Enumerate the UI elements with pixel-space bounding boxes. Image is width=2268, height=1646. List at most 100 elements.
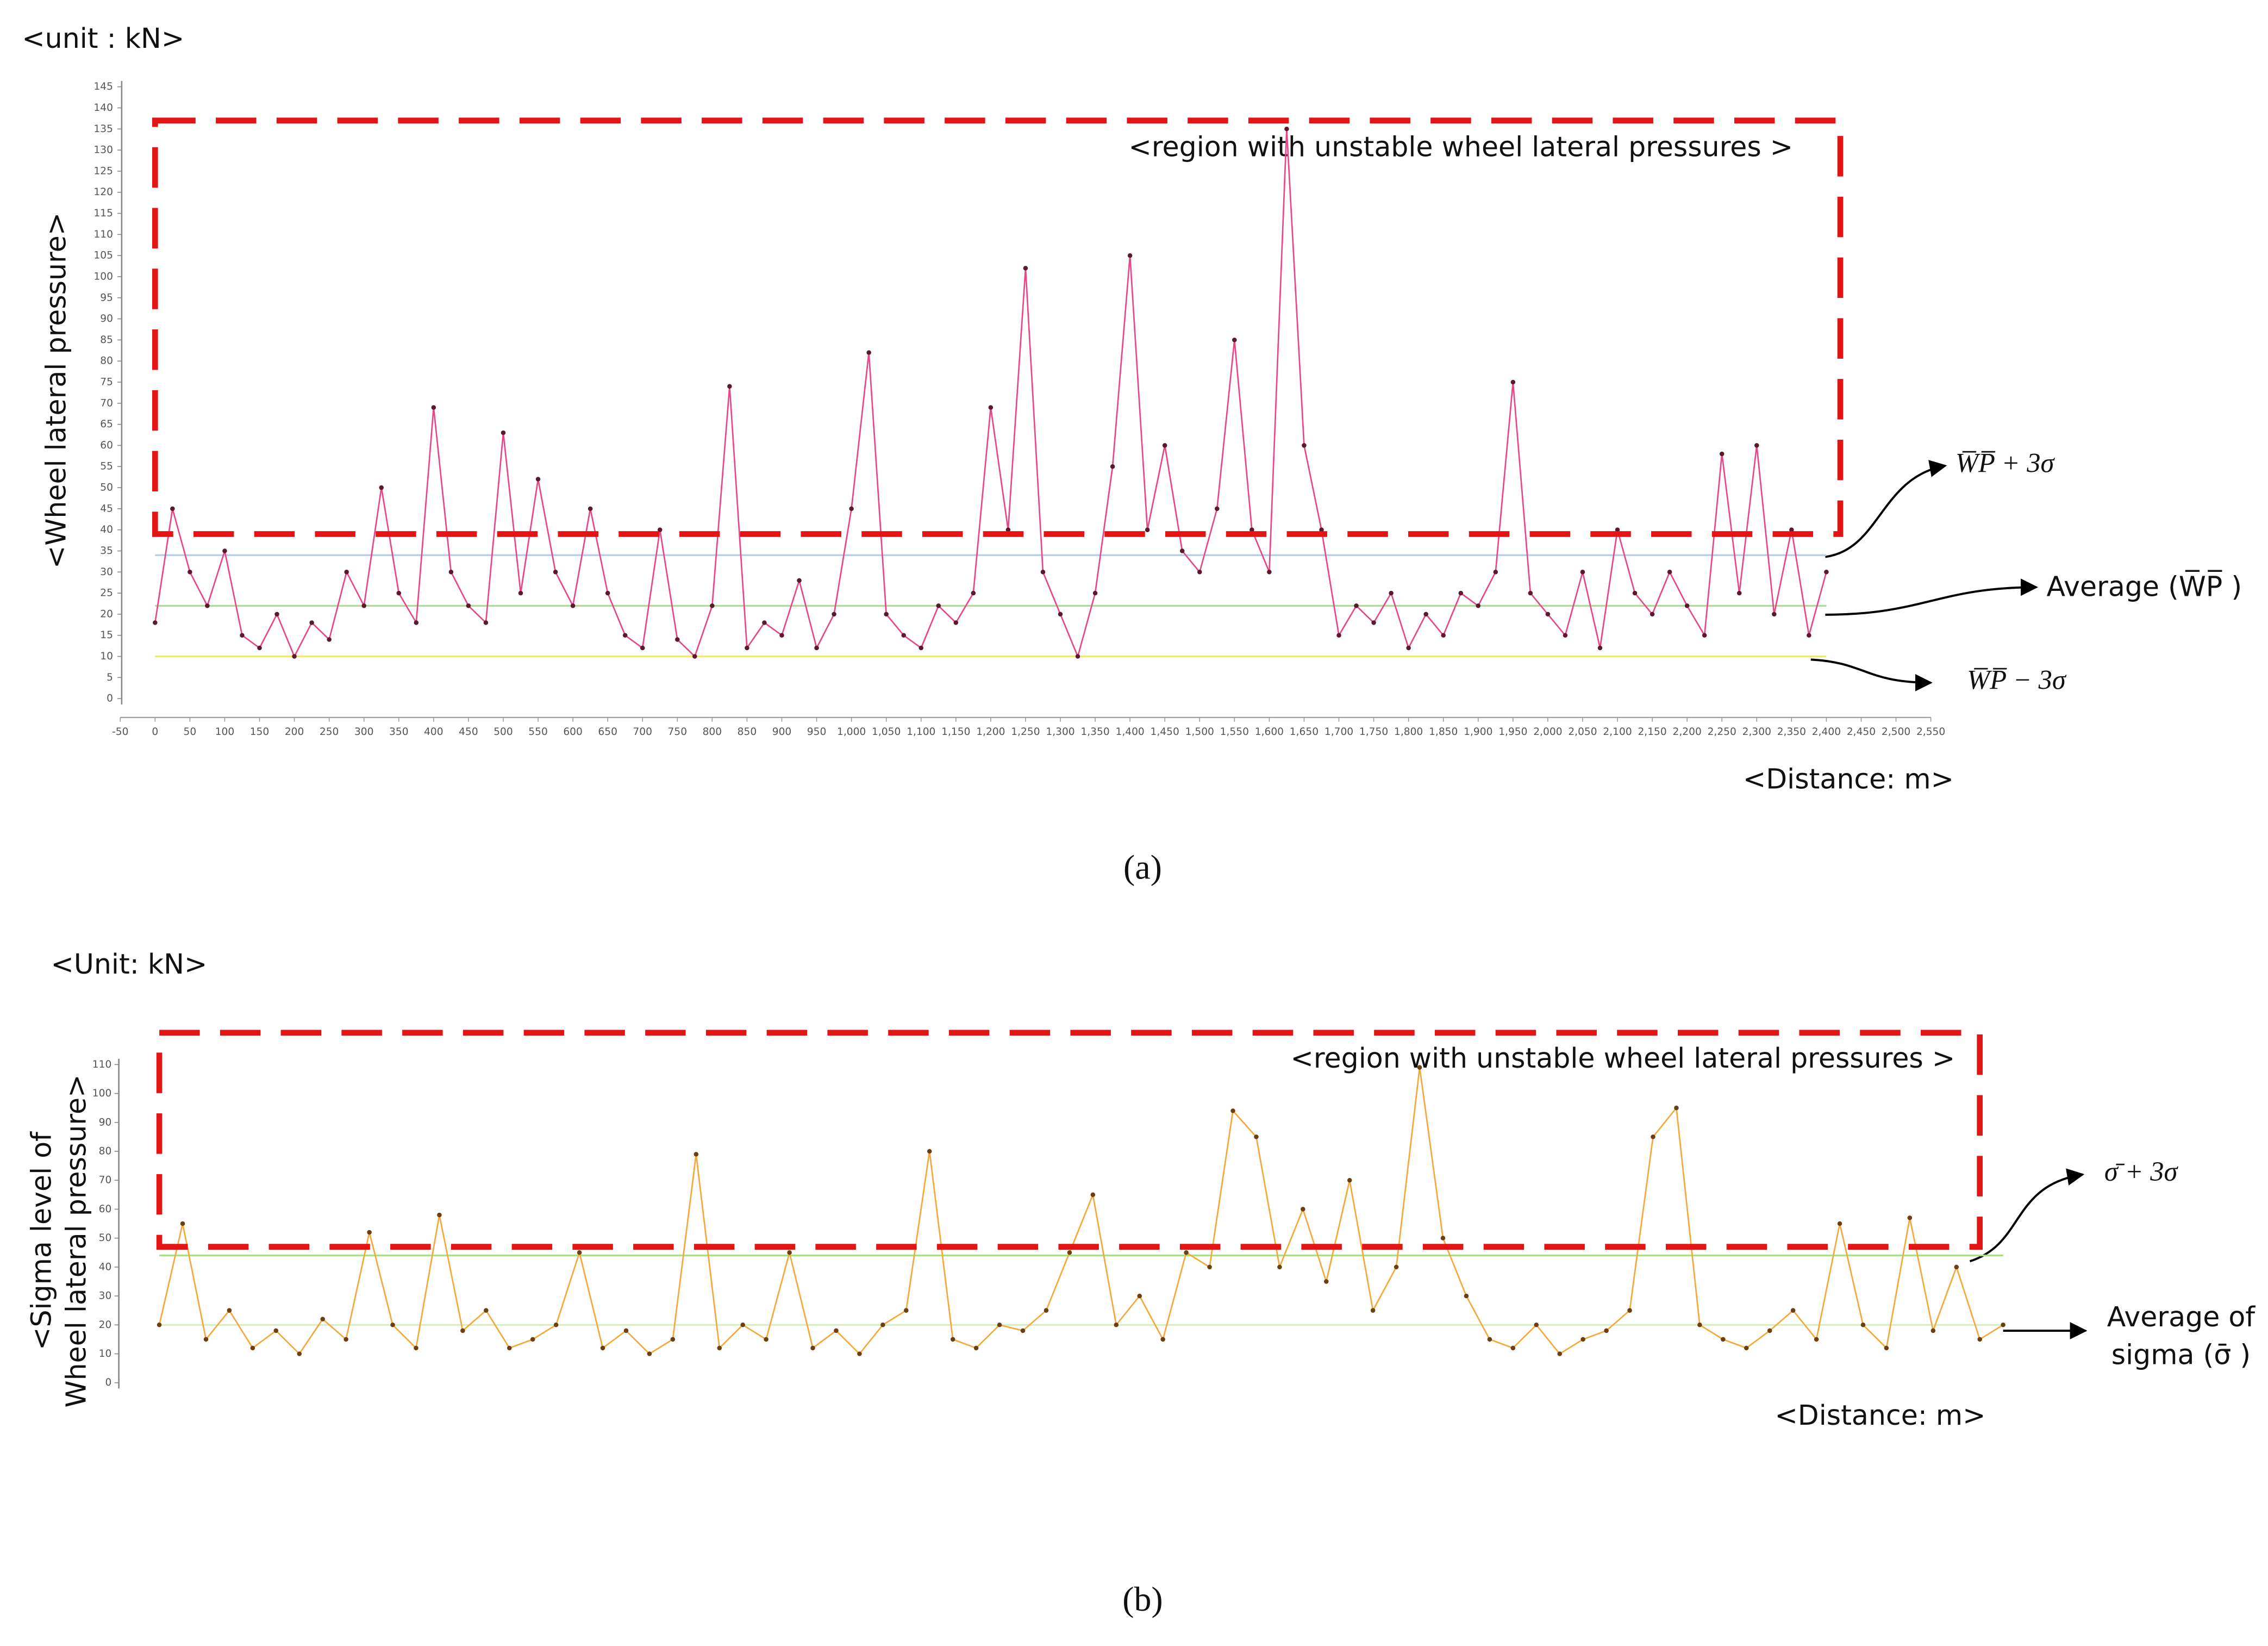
point — [414, 620, 419, 625]
point — [1301, 1207, 1305, 1212]
unit-label: <unit : kN> — [22, 22, 184, 54]
point — [292, 654, 297, 659]
y-tick-label: 115 — [93, 208, 113, 219]
x-tick-label: 2,250 — [1708, 726, 1736, 738]
y-tick-label: 110 — [92, 1059, 112, 1070]
point — [1597, 645, 1603, 651]
point — [483, 620, 489, 625]
x-tick-label: 200 — [285, 726, 304, 738]
point — [623, 1328, 629, 1333]
y-tick-label: 10 — [100, 651, 113, 662]
point — [588, 506, 593, 512]
x-tick-label: 2,200 — [1673, 726, 1702, 738]
point — [973, 1345, 979, 1351]
point — [1423, 612, 1428, 617]
point — [535, 477, 541, 482]
point — [1767, 1328, 1772, 1333]
arrow — [1825, 460, 1947, 558]
x-tick-label: 800 — [703, 726, 722, 738]
x-tick-label: 600 — [563, 726, 583, 738]
point — [988, 405, 994, 410]
x-tick-label: 500 — [493, 726, 513, 738]
point — [1277, 1264, 1282, 1270]
x-tick-label: -50 — [112, 726, 128, 738]
point — [170, 506, 175, 512]
x-tick-label: 2,350 — [1777, 726, 1806, 738]
point — [437, 1212, 442, 1218]
point — [1114, 1323, 1119, 1327]
x-tick-label: 2,500 — [1882, 726, 1910, 738]
y-tick-label: 125 — [93, 165, 113, 177]
point — [1860, 1323, 1866, 1327]
point — [810, 1345, 815, 1351]
y-tick-label: 60 — [100, 440, 113, 451]
point — [1557, 1351, 1562, 1356]
point — [273, 1328, 279, 1333]
x-tick-label: 1,350 — [1080, 726, 1109, 738]
x-tick-label: 1,900 — [1464, 726, 1492, 738]
point — [379, 485, 384, 490]
annotation: <region with unstable wheel lateral pres… — [1291, 1042, 1955, 1074]
y-axis-label: <Sigma level of — [26, 1131, 58, 1350]
point — [343, 1337, 348, 1342]
point — [530, 1337, 535, 1342]
point — [605, 590, 610, 596]
reference-label: sigma (σ̄ ) — [2111, 1338, 2251, 1370]
point — [222, 548, 227, 553]
x-tick-label: 850 — [738, 726, 757, 738]
x-axis-label: <Distance: m> — [1743, 763, 1954, 795]
point — [832, 612, 836, 617]
point — [227, 1308, 232, 1313]
point — [1754, 443, 1759, 448]
point — [670, 1337, 676, 1342]
x-tick-label: 750 — [668, 726, 688, 738]
point — [1632, 590, 1638, 596]
point — [787, 1250, 792, 1255]
unstable-region — [152, 117, 1844, 537]
point — [1005, 527, 1011, 532]
point — [866, 350, 871, 355]
point — [1464, 1293, 1469, 1299]
point — [1674, 1105, 1679, 1111]
point — [1604, 1328, 1609, 1333]
point — [1336, 633, 1341, 638]
point — [692, 654, 697, 659]
point — [1807, 633, 1811, 638]
point — [857, 1351, 862, 1356]
point — [250, 1345, 255, 1351]
point — [1684, 603, 1690, 608]
point — [1510, 379, 1516, 385]
point — [1977, 1337, 1982, 1342]
point — [1930, 1328, 1936, 1333]
y-tick-label: 30 — [100, 566, 113, 578]
point — [1789, 527, 1794, 532]
point — [297, 1351, 302, 1356]
point — [320, 1317, 325, 1321]
point — [1615, 527, 1620, 532]
point — [717, 1345, 722, 1351]
x-tick-label: 1,100 — [907, 726, 935, 738]
x-tick-label: 1,600 — [1255, 726, 1284, 738]
point — [1824, 570, 1829, 575]
point — [1370, 1308, 1376, 1313]
y-tick-label: 80 — [100, 356, 113, 367]
point — [1110, 464, 1115, 469]
x-tick-label: 400 — [424, 726, 443, 738]
point — [1023, 266, 1028, 271]
point — [466, 603, 471, 608]
point — [1145, 527, 1150, 532]
y-axis-label: Wheel lateral pressure> — [60, 1075, 92, 1408]
point — [1092, 590, 1098, 596]
point — [1528, 590, 1533, 596]
point — [1075, 654, 1080, 659]
panel-label: (b) — [1122, 1580, 1163, 1618]
point — [1389, 590, 1394, 596]
series-line — [158, 1067, 2004, 1355]
point — [1580, 1337, 1585, 1342]
point — [1510, 1345, 1516, 1351]
point — [1702, 633, 1707, 638]
point — [1458, 590, 1463, 596]
y-tick-label: 110 — [93, 229, 113, 240]
point — [1347, 1177, 1352, 1183]
point — [1020, 1328, 1026, 1333]
